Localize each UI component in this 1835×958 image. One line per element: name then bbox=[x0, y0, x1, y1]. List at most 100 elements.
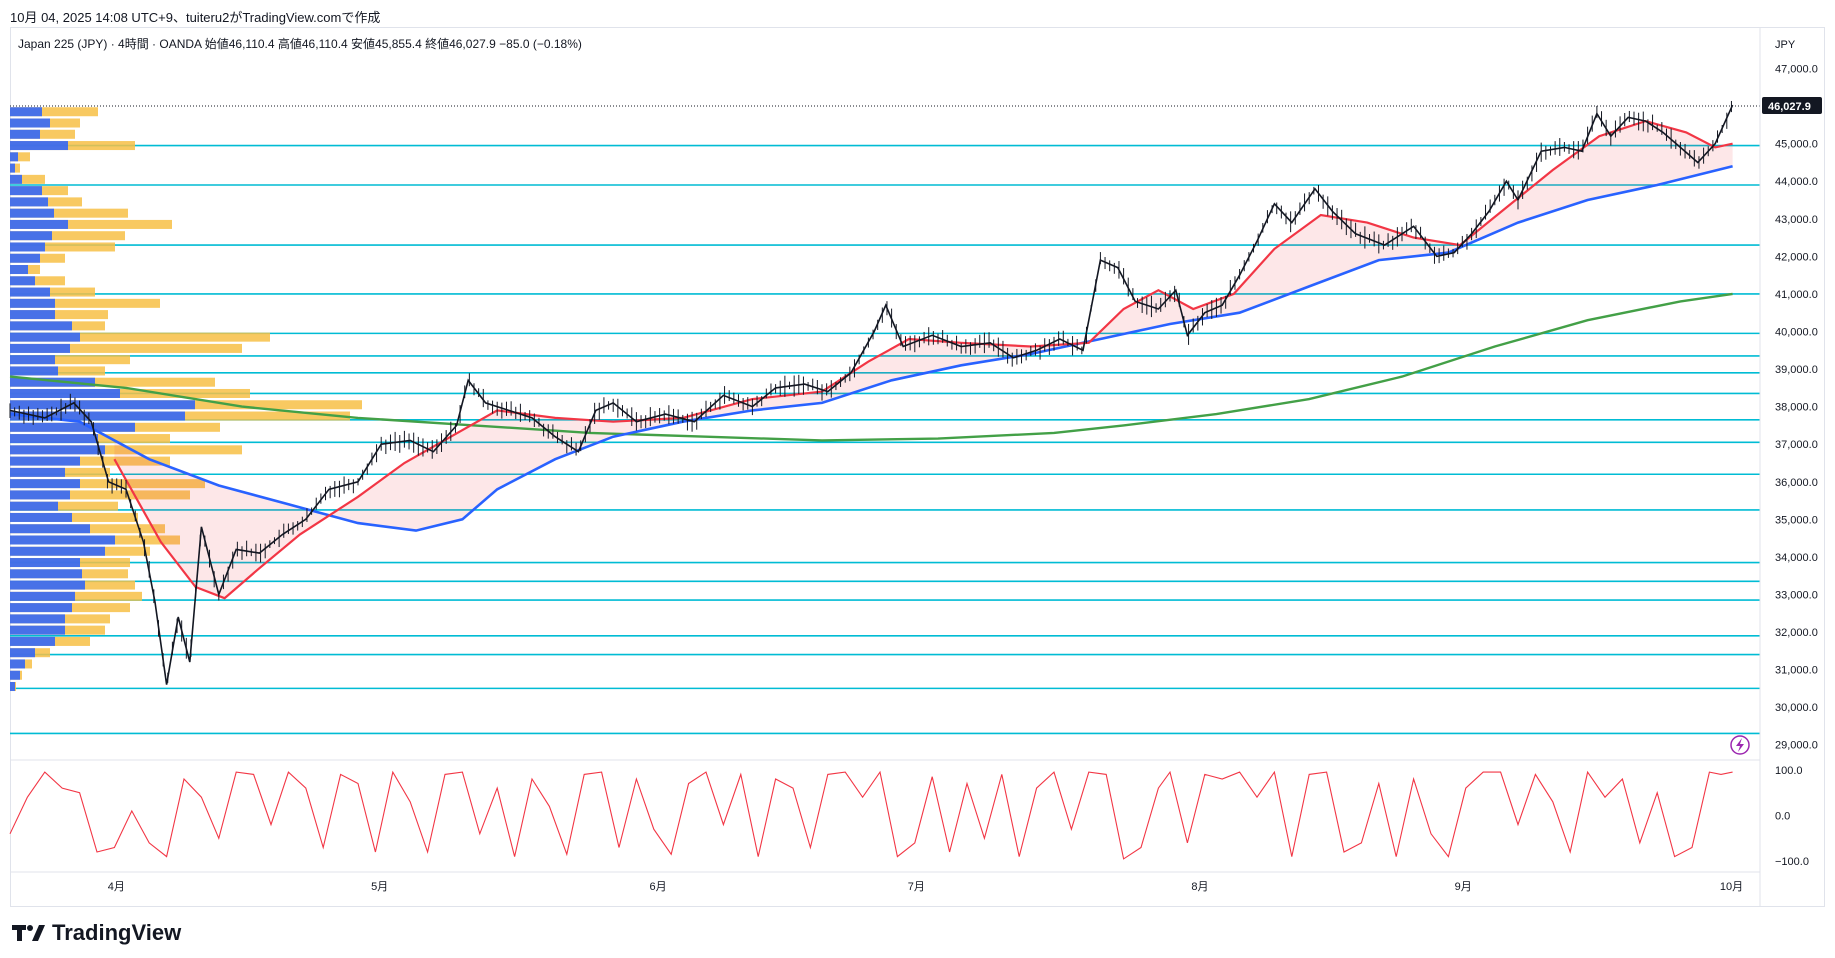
volume-profile-bar-up bbox=[10, 524, 90, 534]
volume-profile-bar-up bbox=[10, 377, 95, 387]
volume-profile-bar-up bbox=[10, 625, 65, 635]
volume-profile-bar-up bbox=[10, 287, 50, 297]
price-tick-label: 43,000.0 bbox=[1775, 214, 1818, 226]
ema-fast-line[interactable] bbox=[113, 119, 1733, 600]
oscillator-line[interactable] bbox=[9, 770, 1733, 860]
volume-profile-bar-total bbox=[10, 310, 108, 320]
volume-profile-bar-up bbox=[10, 434, 98, 444]
volume-profile-bar-up bbox=[10, 456, 80, 466]
volume-profile-bar-total bbox=[10, 141, 135, 151]
price-tick-label: 42,000.0 bbox=[1775, 251, 1818, 263]
volume-profile-bar-up bbox=[10, 197, 48, 207]
time-tick-label: 5月 bbox=[371, 881, 388, 893]
volume-profile-bar-up bbox=[10, 422, 135, 432]
volume-profile-bar-total bbox=[10, 174, 45, 184]
volume-profile-bar-up bbox=[10, 219, 68, 229]
volume-profile-bar-total bbox=[10, 445, 242, 455]
volume-profile-bar-up bbox=[10, 479, 80, 489]
time-tick-label: 4月 bbox=[108, 881, 125, 893]
volume-profile-bar-total bbox=[10, 591, 142, 601]
volume-profile-bar-total bbox=[10, 490, 190, 500]
volume-profile-bar-up bbox=[10, 298, 55, 308]
time-tick-label: 8月 bbox=[1191, 881, 1208, 893]
volume-profile-bar-up bbox=[10, 343, 70, 353]
volume-profile-bar-up bbox=[10, 670, 20, 680]
volume-profile-bar-up bbox=[10, 490, 70, 500]
volume-profile-bar-up bbox=[10, 558, 80, 568]
volume-profile-bar-total bbox=[10, 332, 270, 342]
volume-profile-bar-up bbox=[10, 659, 25, 669]
volume-profile-bar-up bbox=[10, 310, 55, 320]
price-tick-label: 34,000.0 bbox=[1775, 552, 1818, 564]
axis-layer: 47,000.046,000.045,000.044,000.043,000.0… bbox=[108, 64, 1818, 893]
price-layer bbox=[9, 100, 1734, 685]
volume-profile-bar-up bbox=[10, 366, 58, 376]
price-tick-label: 29,000.0 bbox=[1775, 740, 1818, 752]
volume-profile-bar-total bbox=[10, 343, 242, 353]
symbol-legend[interactable]: Japan 225 (JPY) · 4時間 · OANDA 始値46,110.4… bbox=[18, 37, 582, 51]
currency-label: JPY bbox=[1775, 39, 1796, 51]
volume-profile-bar-up bbox=[10, 265, 28, 275]
price-tick-label: 44,000.0 bbox=[1775, 176, 1818, 188]
time-tick-label: 7月 bbox=[908, 881, 925, 893]
price-tick-label: 35,000.0 bbox=[1775, 514, 1818, 526]
price-tick-label: 40,000.0 bbox=[1775, 327, 1818, 339]
volume-profile-bar-up bbox=[10, 208, 54, 218]
last-price-badge bbox=[1762, 97, 1822, 114]
price-tick-label: 32,000.0 bbox=[1775, 627, 1818, 639]
volume-profile-bar-total bbox=[10, 355, 130, 365]
volume-profile-bar-total bbox=[10, 129, 75, 139]
ema-cloud-fill bbox=[114, 121, 1733, 599]
volume-profile-bar-total bbox=[10, 276, 65, 286]
volume-profile-bar-total bbox=[10, 388, 250, 398]
volume-profile-bar-up bbox=[10, 614, 65, 624]
volume-profile-bar-up bbox=[10, 603, 72, 613]
volume-profile-bar-up bbox=[10, 580, 85, 590]
chart-frame bbox=[10, 27, 1825, 907]
volume-profile-bar-up bbox=[10, 512, 72, 522]
volume-profile-bar-up bbox=[10, 174, 22, 184]
price-tick-label: 37,000.0 bbox=[1775, 439, 1818, 451]
price-line[interactable] bbox=[9, 104, 1734, 685]
price-tick-label: 39,000.0 bbox=[1775, 364, 1818, 376]
volume-profile-bar-up bbox=[10, 231, 52, 241]
price-tick-label: 36,000.0 bbox=[1775, 477, 1818, 489]
oscillator-tick-label: −100.0 bbox=[1775, 856, 1809, 868]
volume-profile-bar-up bbox=[10, 141, 68, 151]
tradingview-logo[interactable]: TradingView bbox=[12, 920, 181, 946]
volume-profile-bar-up bbox=[10, 591, 75, 601]
volume-profile-bar-up bbox=[10, 501, 58, 511]
volume-profile-bar-up bbox=[10, 253, 40, 263]
volume-profile-bar-total bbox=[10, 242, 115, 252]
lightning-bolt-icon[interactable] bbox=[1730, 735, 1750, 755]
volume-profile-layer bbox=[10, 107, 362, 692]
volume-profile-bar-total bbox=[10, 219, 172, 229]
price-tick-label: 41,000.0 bbox=[1775, 289, 1818, 301]
volume-profile-bar-total bbox=[10, 287, 95, 297]
volume-profile-bar-up bbox=[10, 163, 15, 173]
volume-profile-bar-up bbox=[10, 152, 18, 162]
volume-profile-bar-total bbox=[10, 152, 30, 162]
volume-profile-bar-total bbox=[10, 208, 128, 218]
volume-profile-bar-up bbox=[10, 569, 82, 579]
volume-profile-bar-up bbox=[10, 332, 80, 342]
snapshot-header: 10月 04, 2025 14:08 UTC+9、tuiteru2がTradin… bbox=[10, 10, 381, 25]
volume-profile-bar-up bbox=[10, 467, 65, 477]
oscillator-tick-label: 100.0 bbox=[1775, 765, 1803, 777]
volume-profile-bar-up bbox=[10, 546, 105, 556]
sma-slow-line[interactable] bbox=[9, 292, 1733, 442]
volume-profile-bar-up bbox=[10, 276, 35, 286]
volume-profile-bar-total bbox=[10, 456, 170, 466]
volume-profile-bar-up bbox=[10, 411, 185, 421]
volume-profile-bar-up bbox=[10, 400, 195, 410]
price-tick-label: 45,000.0 bbox=[1775, 139, 1818, 151]
brand-name: TradingView bbox=[52, 920, 182, 945]
volume-profile-bar-total bbox=[10, 298, 160, 308]
volume-profile-bar-up bbox=[10, 118, 50, 128]
price-tick-label: 30,000.0 bbox=[1775, 702, 1818, 714]
volume-profile-bar-total bbox=[10, 377, 215, 387]
ema-mid-line[interactable] bbox=[9, 164, 1733, 532]
volume-profile-bar-up bbox=[10, 355, 55, 365]
volume-profile-bar-total bbox=[10, 501, 118, 511]
